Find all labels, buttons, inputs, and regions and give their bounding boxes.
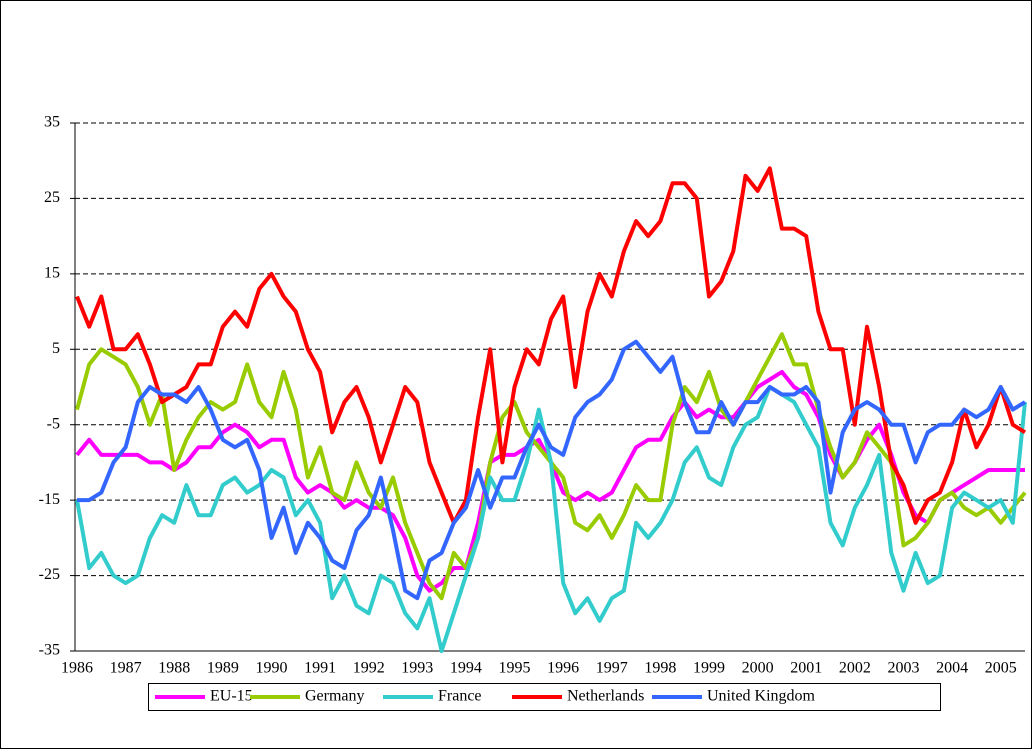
x-tick-label: 1996	[547, 660, 579, 677]
series-line	[75, 385, 1027, 653]
x-tick-label: 1992	[353, 660, 385, 677]
x-tick-label: 1994	[450, 660, 482, 677]
x-tick-label: 2005	[985, 660, 1017, 677]
x-tick-label: 1987	[110, 660, 142, 677]
y-tick-label: -15	[39, 491, 60, 508]
y-tick-label: 5	[52, 340, 60, 357]
legend-label: EU-15	[210, 688, 253, 705]
x-tick-label: 1997	[596, 660, 628, 677]
x-tick-label: 1993	[401, 660, 433, 677]
x-tick-label: 1991	[304, 660, 336, 677]
legend-label: United Kingdom	[707, 688, 816, 705]
x-tick-label: 2003	[887, 660, 919, 677]
y-tick-label: -5	[47, 415, 60, 432]
x-tick-label: 2002	[839, 660, 871, 677]
legend-label: France	[438, 688, 482, 705]
legend-label: Netherlands	[567, 688, 644, 705]
x-tick-label: 2004	[936, 660, 968, 677]
x-tick-label: 1988	[158, 660, 190, 677]
x-tick-label: 1990	[255, 660, 287, 677]
series-line	[75, 166, 1027, 525]
x-tick-label: 1986	[61, 660, 93, 677]
y-tick-label: 35	[44, 114, 60, 131]
y-tick-label: -25	[39, 566, 60, 583]
y-tick-label: 25	[44, 189, 60, 206]
x-tick-label: 1995	[499, 660, 531, 677]
legend-label: Germany	[305, 688, 365, 705]
x-tick-label: 1989	[207, 660, 239, 677]
y-tick-label: -35	[39, 642, 60, 659]
y-tick-label: 15	[44, 265, 60, 282]
x-tick-label: 1998	[644, 660, 676, 677]
series-line	[77, 339, 1027, 601]
x-tick-label: 2000	[742, 660, 774, 677]
x-tick-label: 2001	[790, 660, 822, 677]
x-tick-label: 1999	[693, 660, 725, 677]
